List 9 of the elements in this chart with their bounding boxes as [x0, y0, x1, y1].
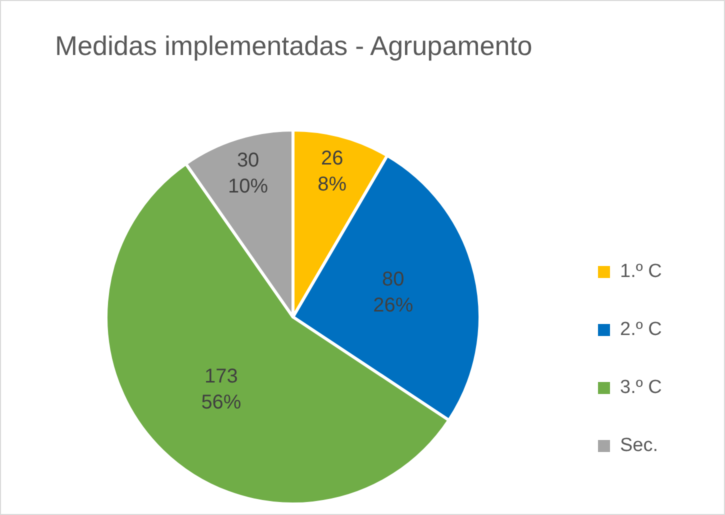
legend-label: 3.º C — [620, 377, 662, 398]
legend-label: Sec. — [620, 435, 658, 456]
data-label: 26 8% — [318, 148, 347, 196]
data-label: 173 56% — [201, 366, 242, 414]
legend-label: 1.º C — [620, 261, 662, 282]
legend-label: 2.º C — [620, 319, 662, 340]
chart-title: Medidas implementadas - Agrupamento — [55, 31, 532, 61]
data-label: 30 10% — [228, 150, 268, 198]
data-label: 80 26% — [373, 268, 414, 317]
